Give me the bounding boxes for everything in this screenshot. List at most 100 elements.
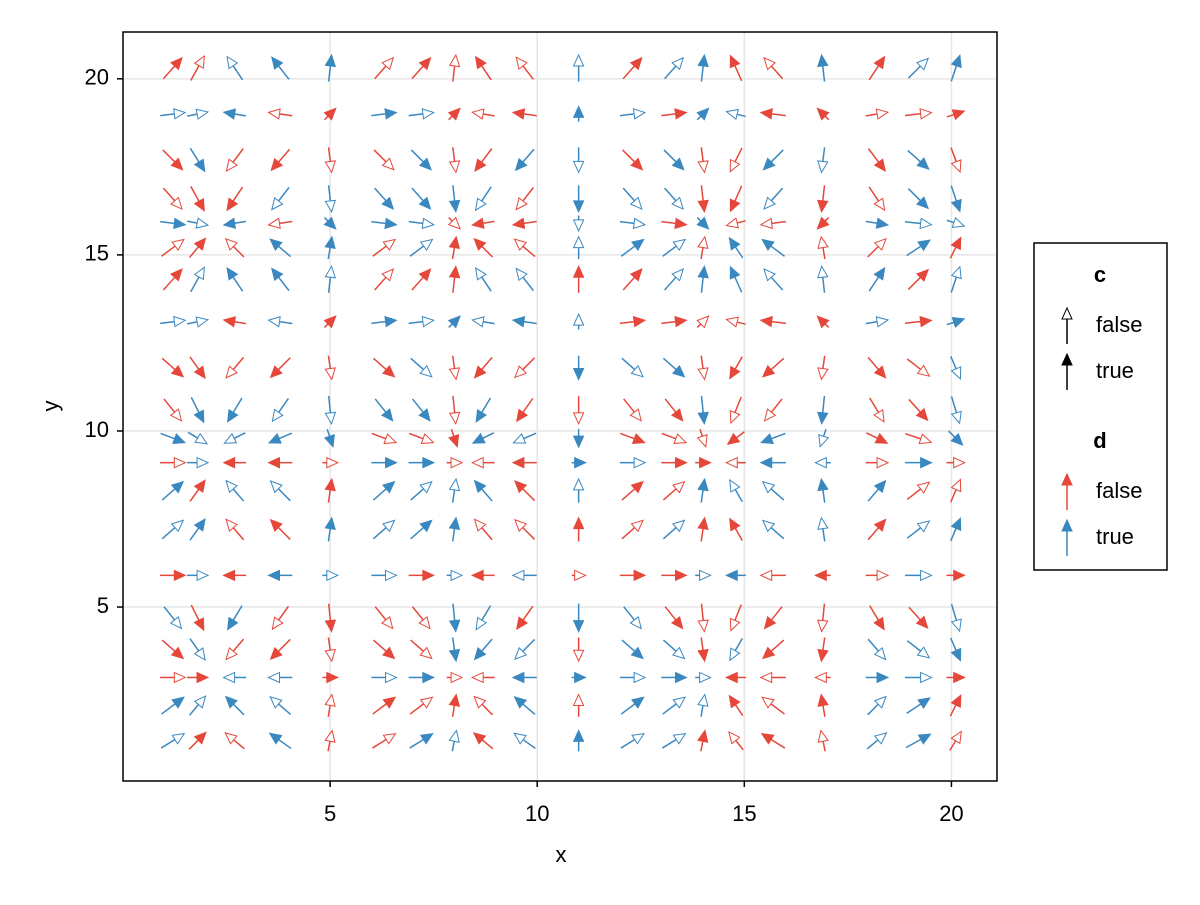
arrow-head: [950, 618, 962, 633]
arrow: [908, 606, 929, 629]
arrow-head: [419, 480, 433, 494]
arrow-shaft: [904, 320, 921, 325]
arrow-shaft: [619, 220, 635, 225]
arrow: [622, 268, 643, 291]
arrow-head: [1061, 518, 1073, 532]
arrow-head: [873, 237, 887, 251]
arrow-head: [817, 411, 829, 425]
arrow: [187, 217, 210, 229]
arrow: [267, 432, 293, 444]
arrow: [225, 356, 245, 379]
arrow-head: [873, 518, 887, 532]
arrow-shaft: [411, 606, 424, 621]
arrow-head: [817, 648, 829, 663]
arrow-head: [699, 569, 712, 582]
arrow-head: [873, 197, 886, 212]
arrow: [695, 671, 712, 684]
arrow: [322, 456, 340, 469]
arrow: [269, 638, 291, 661]
arrow-shaft: [700, 277, 704, 293]
arrow-head: [1061, 306, 1073, 320]
arrow-head: [817, 265, 829, 279]
arrow-head: [699, 671, 712, 684]
arrow-shaft: [950, 528, 957, 542]
arrow-head: [916, 481, 931, 494]
arrow-shaft: [371, 320, 386, 325]
arrow: [323, 107, 337, 121]
arrow: [950, 265, 962, 293]
legend-label: true: [1096, 358, 1134, 383]
legend-box: [1033, 242, 1168, 571]
arrow: [867, 638, 887, 661]
arrow: [728, 236, 744, 259]
arrow: [817, 265, 829, 293]
arrow: [661, 315, 688, 328]
arrow: [511, 671, 537, 684]
arrow-head: [759, 315, 773, 328]
arrow: [817, 235, 829, 260]
arrow-head: [324, 160, 336, 174]
arrow-shaft: [770, 703, 785, 715]
arrow: [224, 732, 245, 750]
arrow: [907, 149, 930, 170]
arrow-head: [271, 408, 284, 423]
arrow-head: [817, 729, 829, 743]
arrow-head: [196, 456, 210, 469]
arrow: [1061, 518, 1073, 556]
arrow-shaft: [949, 740, 957, 751]
arrow-shaft: [904, 220, 921, 225]
arrow-head: [170, 196, 183, 210]
arrow: [511, 316, 537, 328]
arrow: [472, 732, 494, 750]
arrow: [814, 671, 831, 684]
arrow: [661, 108, 688, 120]
arrow-shaft: [408, 220, 423, 225]
arrow: [906, 640, 931, 659]
arrow: [324, 729, 336, 752]
arrow: [189, 695, 207, 716]
arrow-shaft: [190, 276, 200, 293]
arrow-shaft: [277, 357, 291, 371]
arrow-shaft: [190, 396, 200, 413]
arrow-shaft: [232, 638, 245, 652]
arrow: [759, 108, 786, 120]
arrow-head: [324, 265, 337, 279]
arrow-shaft: [232, 703, 245, 716]
arrow-shaft: [451, 705, 456, 717]
arrow-head: [173, 569, 187, 582]
arrow: [374, 268, 395, 291]
arrow: [696, 216, 710, 230]
arrow: [188, 731, 207, 750]
arrow-head: [873, 616, 885, 631]
arrow-head: [448, 516, 461, 530]
arrow: [374, 398, 394, 422]
arrow-shaft: [189, 356, 200, 370]
arrow-head: [224, 732, 238, 745]
arrow-head: [326, 456, 340, 469]
arrow: [371, 315, 398, 328]
arrow-shaft: [232, 488, 245, 502]
arrow-shaft: [734, 604, 742, 621]
arrow: [372, 519, 396, 540]
arrow: [447, 107, 461, 121]
arrow-shaft: [410, 527, 424, 540]
arrow-shaft: [623, 606, 635, 621]
arrow-shaft: [662, 357, 677, 371]
arrow: [448, 477, 461, 503]
arrow: [946, 317, 966, 329]
arrow-shaft: [374, 398, 387, 413]
arrow-head: [631, 433, 646, 444]
arrow: [324, 637, 336, 663]
arrow: [867, 518, 887, 541]
arrow-shaft: [622, 187, 636, 202]
arrow: [572, 53, 585, 82]
arrow-head: [193, 617, 205, 632]
arrow: [906, 481, 931, 501]
arrow-head: [511, 316, 526, 328]
arrow: [514, 148, 535, 172]
arrow-head: [728, 694, 741, 709]
arrow-head: [512, 433, 527, 444]
arrow: [759, 671, 786, 684]
arrow-shaft: [450, 429, 455, 437]
arrow-head: [814, 671, 827, 684]
